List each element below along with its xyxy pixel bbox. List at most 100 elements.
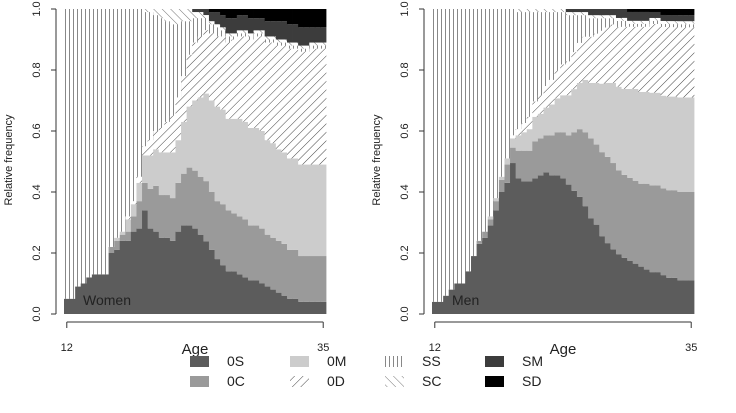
bar-segment-sm: [588, 9, 595, 16]
bar-segment-sd: [231, 9, 238, 19]
bar-segment-ss: [549, 12, 556, 80]
bar-segment-0s: [571, 190, 578, 314]
bar-segment-ss: [660, 23, 667, 27]
bar-segment-0s: [91, 274, 98, 314]
legend-item-ss: SS: [385, 353, 441, 369]
legend-item-sc: SC: [385, 373, 441, 389]
x-axis: 12 35 Age: [61, 321, 329, 358]
bar-segment-ss: [610, 18, 617, 25]
legend-label: SS: [422, 353, 441, 369]
bar-segment-0s: [208, 249, 215, 314]
bar-segment-0m: [682, 97, 689, 192]
bar-segment-0s: [181, 225, 188, 314]
bar-segment-sc: [259, 30, 266, 34]
bar-segment-0s: [303, 301, 310, 314]
bar-segment-ss: [253, 33, 260, 37]
bar-segment-0s: [164, 237, 171, 314]
bar-segment-0d: [264, 42, 271, 141]
bar-segment-sc: [242, 30, 249, 34]
bar-segment-ss: [526, 12, 533, 117]
bar-segment-0c: [515, 150, 522, 179]
y-tick-label: 0.2: [31, 245, 43, 260]
bar-segment-0c: [298, 256, 305, 302]
bar-segment-ss: [521, 12, 528, 123]
bar-segment-0c: [136, 201, 143, 229]
bar-segment-ss: [677, 24, 684, 28]
bar-segment-0s: [214, 259, 221, 314]
bar-segment-sm: [208, 12, 215, 22]
bar-segment-0s: [186, 225, 193, 314]
bar-segment-sm: [220, 15, 227, 28]
bar-segment-sc: [649, 17, 656, 21]
bar-segment-0m: [576, 82, 583, 130]
bar-segment-sc: [164, 9, 171, 22]
bar-segment-ss: [286, 45, 293, 49]
y-axis-title: Relative frequency: [3, 114, 15, 206]
bar-segment-sm: [203, 9, 210, 16]
bar-segment-0m: [147, 155, 154, 189]
bar-segment-sc: [186, 9, 193, 22]
bar-segment-sc: [571, 12, 578, 16]
bar-segment-sd: [242, 9, 249, 16]
bar-segment-ss: [242, 33, 249, 37]
panel-label: Men: [452, 292, 479, 308]
bar-segment-0m: [660, 95, 667, 189]
bar-segment-sd: [643, 9, 650, 12]
bar-segment-0m: [632, 88, 639, 181]
bar-segment-0m: [136, 182, 143, 202]
bar-segment-sm: [309, 27, 316, 43]
bar-segment-sc: [599, 15, 606, 19]
bar-segment-ss: [654, 20, 661, 24]
bar-segment-0d: [142, 146, 149, 156]
bar-segment-sd: [298, 9, 305, 28]
y-axis: 0.0 0.2 0.4 0.6 0.8 1.0 Relative frequency: [371, 1, 425, 322]
bar-segment-0d: [660, 26, 667, 96]
bar-segment-ss: [225, 36, 232, 43]
bar-segment-0s: [654, 272, 661, 314]
bar-segment-sd: [270, 9, 277, 22]
bar-segment-0c: [532, 141, 539, 179]
bar-segment-0c: [203, 181, 210, 242]
legend: 0S 0C 0M 0D SS SC SM SD: [190, 353, 543, 389]
bar-segment-0s: [465, 271, 472, 314]
bar-segment-0s: [103, 274, 109, 314]
bar-segment-0s: [158, 237, 165, 314]
bar-segment-0d: [638, 26, 645, 92]
bar-segment-sc: [142, 9, 149, 13]
bar-segment-ss: [588, 18, 595, 37]
panel-label: Women: [83, 292, 131, 308]
bar-segment-sc: [671, 21, 678, 25]
bar-segment-0d: [298, 51, 305, 165]
y-tick-label: 0.2: [399, 245, 411, 260]
bar-segment-0s: [515, 178, 522, 314]
bar-segment-0s: [153, 231, 160, 314]
bar-segment-sm: [242, 15, 249, 31]
bar-segment-ss: [649, 20, 656, 24]
bar-segment-0c: [543, 135, 550, 173]
bar-segment-sd: [208, 9, 215, 13]
bar-segment-sc: [247, 33, 254, 37]
bar-segment-0d: [197, 36, 204, 98]
bar-segment-0m: [281, 152, 288, 244]
bar-segment-0m: [214, 106, 221, 202]
bar-segment-ss: [203, 18, 210, 31]
bar-segment-sd: [666, 9, 673, 16]
bar-segment-0s: [582, 206, 589, 314]
bar-segment-0s: [64, 298, 70, 314]
bar-segment-0c: [192, 170, 199, 229]
bar-segment-sc: [515, 9, 522, 13]
bar-segment-ss: [153, 15, 160, 132]
bar-segment-0d: [147, 140, 154, 156]
bar-segment-0c: [610, 163, 617, 250]
bar-segment-sc: [526, 9, 533, 13]
bar-segment-0d: [275, 45, 282, 150]
legend-label: 0D: [327, 373, 345, 389]
bar-segment-ss: [247, 36, 254, 40]
bar-segment-ss: [175, 24, 182, 98]
men-panel: Men 0.0 0.2 0.4 0.6 0.8 1.0 Relative frequency 1…: [371, 1, 697, 358]
bar-segment-sd: [671, 9, 678, 16]
bar-segment-sm: [197, 9, 204, 13]
bar-segment-0s: [688, 280, 695, 314]
bar-segment-0s: [660, 275, 667, 314]
bar-segment-0m: [292, 158, 299, 250]
